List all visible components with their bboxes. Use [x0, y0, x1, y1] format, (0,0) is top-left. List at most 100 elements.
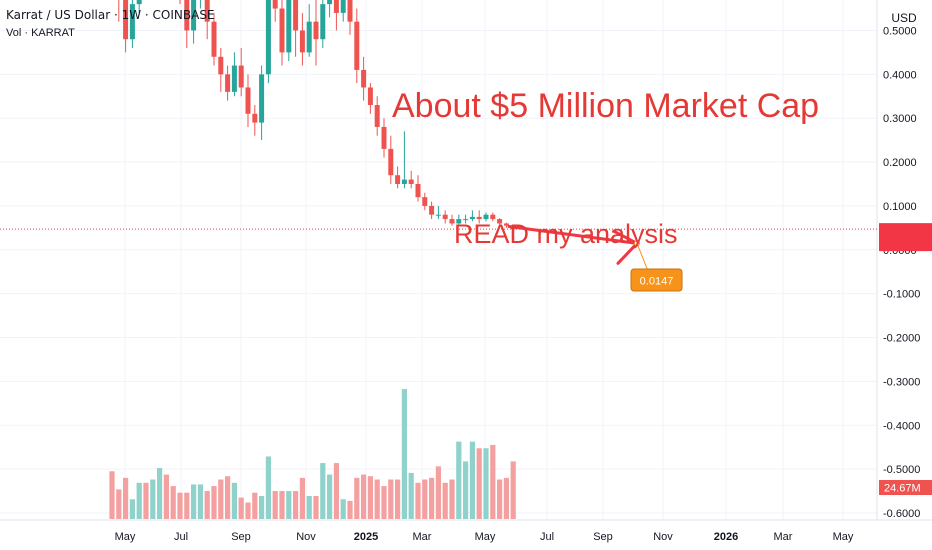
candle-body	[388, 148, 394, 176]
candle-body	[252, 113, 258, 123]
volume-bar	[497, 479, 503, 519]
volume-bar	[279, 491, 285, 519]
candle	[435, 205, 441, 220]
market-cap-annotation: About $5 Million Market Cap	[392, 87, 819, 125]
y-tick-label: -0.4000	[883, 420, 920, 432]
x-tick-label: 2025	[354, 531, 378, 543]
volume-bar	[347, 500, 353, 519]
candle	[204, 0, 210, 40]
candles	[118, 0, 516, 231]
candle	[327, 0, 333, 18]
x-tick-label: Sep	[231, 531, 251, 543]
candle	[231, 52, 237, 97]
volume-bar	[510, 461, 516, 519]
candle-body	[333, 0, 339, 13]
candle	[497, 218, 503, 226]
arrow-head-upper	[612, 229, 639, 245]
volume-bar	[306, 495, 312, 519]
volume-bar	[327, 474, 333, 519]
candle	[422, 192, 428, 211]
volume-bar	[191, 484, 197, 519]
candle	[286, 0, 292, 62]
volume-bar	[143, 482, 149, 519]
volume-bar	[401, 389, 407, 519]
candle	[469, 210, 475, 222]
volume-bar	[422, 479, 428, 519]
candle	[367, 83, 373, 114]
volume-bar	[204, 491, 210, 519]
candle-body	[469, 216, 475, 220]
arrow-shaft	[507, 225, 639, 245]
volume-bar	[367, 476, 373, 519]
candle-body	[367, 87, 373, 106]
volume-bar	[435, 466, 441, 519]
candle-body	[408, 179, 414, 184]
candle-body	[211, 21, 217, 57]
candle-body	[320, 4, 326, 40]
volume-bar	[374, 479, 380, 519]
candle-body	[259, 74, 265, 123]
candle-body	[265, 0, 271, 75]
volume-bar	[109, 471, 115, 519]
candle	[340, 0, 346, 22]
candle	[279, 0, 285, 66]
candle	[442, 210, 448, 224]
candle-body	[503, 223, 509, 226]
candle	[265, 0, 271, 84]
volume-bar	[129, 499, 135, 519]
y-tick-label: -0.5000	[883, 464, 920, 476]
candle	[490, 212, 496, 222]
volume-bar	[361, 474, 367, 519]
candle-body	[497, 219, 503, 224]
y-tick-label: -0.3000	[883, 376, 920, 388]
candle	[395, 166, 401, 189]
volume-bar	[184, 492, 190, 519]
y-tick-label: -0.6000	[883, 508, 920, 520]
candle	[118, 0, 120, 22]
volume-legend: Vol · KARRAT	[6, 27, 75, 39]
volume-bar	[170, 486, 176, 519]
target-badge-text: 0.0147	[640, 276, 674, 288]
volume-bar	[442, 482, 448, 519]
x-tick-label: Mar	[413, 531, 432, 543]
candle	[225, 65, 231, 101]
x-tick-label: Jul	[540, 531, 554, 543]
candle	[401, 131, 407, 189]
volume-bar	[293, 491, 299, 519]
candle	[252, 105, 258, 136]
candle-body	[456, 219, 462, 224]
candle-body	[225, 74, 231, 92]
currency-button[interactable]: USD	[891, 11, 917, 25]
read-analysis-annotation: READ my analysis	[454, 219, 678, 249]
x-tick-label: 2026	[714, 531, 738, 543]
candle-body	[293, 0, 299, 31]
volume-bar	[245, 502, 251, 519]
candle	[483, 212, 489, 222]
candle	[129, 0, 135, 48]
candle-body	[272, 0, 278, 9]
volume-bar	[463, 461, 469, 519]
candle-body	[463, 219, 469, 221]
volume-badge: 24.67M	[879, 480, 932, 495]
volume-bar	[136, 482, 142, 519]
volume-bar	[408, 472, 414, 519]
volume-bar	[415, 482, 421, 519]
volume-bar	[469, 441, 475, 519]
last-price-value: 0.0471	[884, 309, 918, 321]
candle-body	[327, 0, 333, 5]
y-tick-label: 0.4000	[883, 69, 917, 81]
candle-body	[483, 214, 489, 220]
volume-bar	[259, 495, 265, 519]
candle	[381, 118, 387, 158]
candle	[320, 0, 326, 48]
candle	[333, 0, 339, 31]
symbol-title: Karrat / US Dollar · 1W · COINBASE	[6, 8, 215, 22]
candle-body	[286, 0, 292, 53]
target-badge[interactable]: 0.0147	[630, 268, 683, 292]
volume-bar	[225, 476, 231, 519]
y-tick-label: 0.2000	[883, 157, 917, 169]
volume-bar	[231, 482, 237, 519]
candle	[313, 0, 319, 66]
candle-body	[313, 21, 319, 40]
